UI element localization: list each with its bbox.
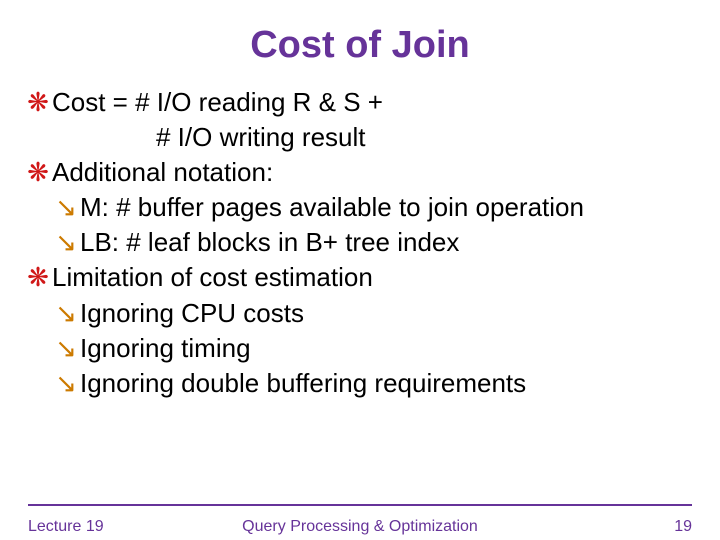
slide-title: Cost of Join: [0, 24, 720, 67]
body-text: M: # buffer pages available to join oper…: [80, 190, 696, 225]
body-text: Ignoring CPU costs: [80, 296, 696, 331]
arrow-bullet-icon: ↘: [52, 331, 80, 366]
footer-center: Query Processing & Optimization: [28, 518, 692, 536]
footer-left: Lecture 19: [28, 518, 104, 536]
body-text: Cost = # I/O reading R & S +: [52, 85, 696, 120]
footer: Lecture 19 Query Processing & Optimizati…: [28, 518, 692, 536]
body-line: ↘Ignoring CPU costs: [24, 296, 696, 331]
body-line: ↘LB: # leaf blocks in B+ tree index: [24, 225, 696, 260]
body-line: # I/O writing result: [24, 120, 696, 155]
body-line: ↘Ignoring timing: [24, 331, 696, 366]
body-text: Ignoring double buffering requirements: [80, 366, 696, 401]
slide-body: ❋Cost = # I/O reading R & S +# I/O writi…: [0, 85, 720, 401]
asterisk-bullet-icon: ❋: [24, 155, 52, 190]
body-line: ↘M: # buffer pages available to join ope…: [24, 190, 696, 225]
body-text: Ignoring timing: [80, 331, 696, 366]
arrow-bullet-icon: ↘: [52, 366, 80, 401]
arrow-bullet-icon: ↘: [52, 225, 80, 260]
asterisk-bullet-icon: ❋: [24, 85, 52, 120]
arrow-bullet-icon: ↘: [52, 296, 80, 331]
arrow-bullet-icon: ↘: [52, 190, 80, 225]
slide: Cost of Join ❋Cost = # I/O reading R & S…: [0, 24, 720, 540]
body-line: ❋Limitation of cost estimation: [24, 260, 696, 295]
footer-rule: [28, 504, 692, 506]
body-text: LB: # leaf blocks in B+ tree index: [80, 225, 696, 260]
body-text: Additional notation:: [52, 155, 696, 190]
body-line: ❋Additional notation:: [24, 155, 696, 190]
asterisk-bullet-icon: ❋: [24, 260, 52, 295]
body-text: Limitation of cost estimation: [52, 260, 696, 295]
body-line: ❋Cost = # I/O reading R & S +: [24, 85, 696, 120]
body-line: ↘Ignoring double buffering requirements: [24, 366, 696, 401]
body-text: # I/O writing result: [156, 120, 696, 155]
footer-right: 19: [674, 518, 692, 536]
